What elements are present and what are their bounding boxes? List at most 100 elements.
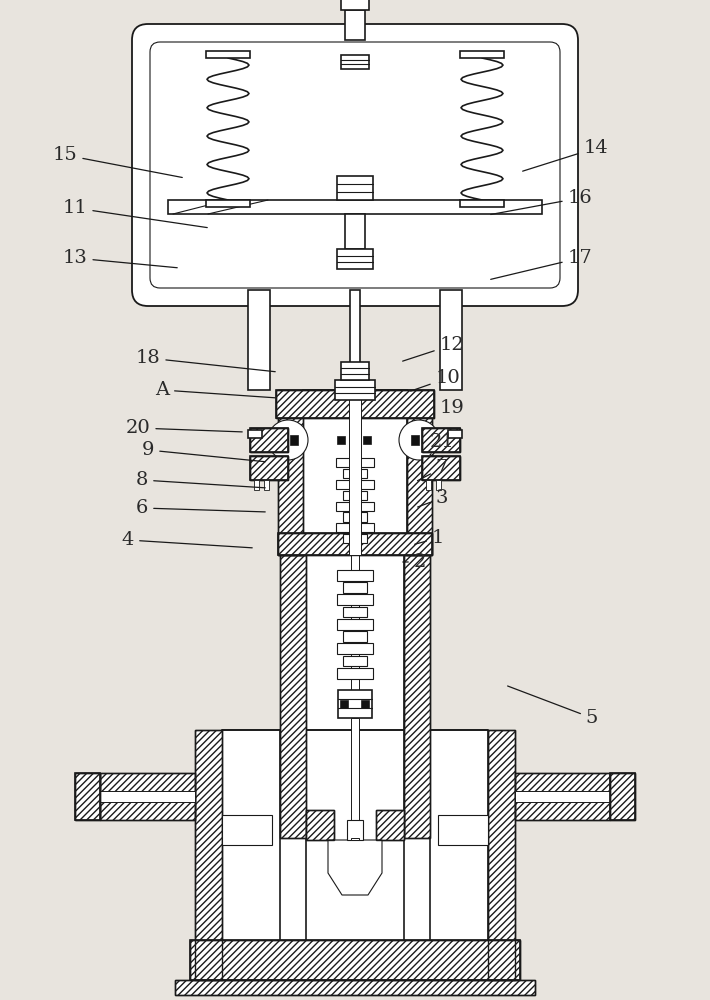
Text: 21: 21 xyxy=(430,433,454,455)
Bar xyxy=(175,980,535,995)
Bar xyxy=(250,456,288,480)
Bar xyxy=(75,773,100,820)
Bar xyxy=(335,380,375,400)
Text: A: A xyxy=(155,381,275,399)
Bar xyxy=(422,428,460,452)
Text: 12: 12 xyxy=(403,336,464,361)
Bar xyxy=(345,214,365,249)
Text: 11: 11 xyxy=(62,199,207,228)
Text: 9: 9 xyxy=(142,441,266,462)
Bar xyxy=(280,555,306,838)
Bar xyxy=(278,390,303,555)
Bar xyxy=(341,0,369,10)
Bar xyxy=(376,810,404,840)
Bar xyxy=(306,555,404,838)
Bar xyxy=(610,773,635,820)
Bar xyxy=(411,435,419,445)
Bar xyxy=(347,820,363,840)
Bar xyxy=(278,390,303,555)
Text: 5: 5 xyxy=(508,686,599,727)
Bar xyxy=(336,458,374,467)
Bar xyxy=(515,773,610,820)
Bar xyxy=(422,456,460,480)
PathPatch shape xyxy=(328,840,382,895)
Text: 14: 14 xyxy=(523,139,608,171)
Bar xyxy=(343,631,367,642)
Bar xyxy=(343,656,367,666)
Bar xyxy=(195,730,222,980)
Bar xyxy=(448,430,462,438)
Bar xyxy=(190,940,520,980)
Bar xyxy=(222,815,272,845)
Bar xyxy=(361,700,369,708)
Text: 4: 4 xyxy=(122,531,252,549)
Text: 6: 6 xyxy=(136,499,266,517)
Bar xyxy=(351,838,359,840)
Bar xyxy=(351,718,359,838)
Bar xyxy=(75,773,100,820)
Bar xyxy=(488,730,515,980)
Bar xyxy=(404,555,430,838)
Bar xyxy=(404,555,430,838)
Ellipse shape xyxy=(399,420,439,460)
Bar xyxy=(363,436,371,444)
Text: 16: 16 xyxy=(491,189,592,214)
Bar xyxy=(337,570,373,581)
Bar xyxy=(195,730,222,980)
Bar xyxy=(515,791,610,802)
Bar xyxy=(404,730,430,995)
Bar xyxy=(351,390,359,690)
Bar xyxy=(460,51,504,58)
Bar xyxy=(422,428,460,452)
Bar xyxy=(337,249,373,269)
Bar xyxy=(350,290,360,390)
Bar xyxy=(100,773,195,820)
Bar xyxy=(376,810,404,840)
Bar xyxy=(264,480,269,490)
Bar xyxy=(349,390,361,555)
Bar xyxy=(250,428,288,452)
Bar xyxy=(345,10,365,40)
Text: 17: 17 xyxy=(491,249,592,279)
Bar xyxy=(343,534,367,543)
Bar xyxy=(515,773,610,820)
Text: 15: 15 xyxy=(53,146,182,177)
Bar xyxy=(206,51,250,58)
Bar xyxy=(422,456,460,480)
Bar xyxy=(190,940,520,980)
Text: 13: 13 xyxy=(62,249,178,268)
Ellipse shape xyxy=(268,420,308,460)
Bar xyxy=(337,594,373,605)
Text: 8: 8 xyxy=(136,471,266,489)
Bar xyxy=(610,773,635,820)
Bar xyxy=(426,480,431,490)
Bar xyxy=(337,176,373,200)
Bar xyxy=(407,390,432,555)
Bar xyxy=(280,555,306,838)
Bar xyxy=(306,810,334,840)
Bar xyxy=(278,533,432,555)
Bar xyxy=(336,480,374,489)
Bar xyxy=(168,200,542,214)
Bar xyxy=(440,290,462,390)
Bar xyxy=(222,730,488,980)
Bar xyxy=(610,773,635,820)
Bar xyxy=(337,436,345,444)
Bar xyxy=(75,773,100,820)
Bar xyxy=(276,390,434,418)
Bar xyxy=(276,390,434,418)
Text: 19: 19 xyxy=(435,399,464,419)
Bar xyxy=(422,428,460,452)
Text: 7: 7 xyxy=(417,459,448,481)
Bar xyxy=(190,940,520,980)
Bar xyxy=(278,533,432,555)
Bar xyxy=(341,362,369,380)
Bar xyxy=(460,200,504,207)
Text: 18: 18 xyxy=(136,349,275,372)
Bar xyxy=(438,815,488,845)
Bar xyxy=(278,533,432,555)
Bar xyxy=(250,456,288,480)
Bar xyxy=(290,435,298,445)
Bar xyxy=(100,791,195,802)
Bar xyxy=(306,810,334,840)
